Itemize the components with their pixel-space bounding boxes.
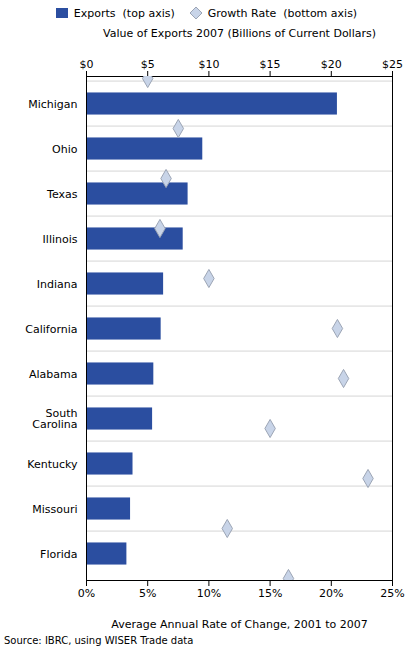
- svg-text:Kentucky: Kentucky: [27, 458, 78, 471]
- html-text:Source: IBRC, using WISER Trad: Source: IBRC, using WISER Trade data: [4, 635, 194, 646]
- svg-text:Ohio: Ohio: [52, 143, 78, 156]
- svg-text:Missouri: Missouri: [32, 503, 77, 516]
- svg-text:$25: $25: [382, 58, 403, 71]
- svg-text:Average Annual Rate of Change,: Average Annual Rate of Change, 2001 to 2…: [111, 618, 367, 631]
- svg-text:Florida: Florida: [40, 548, 77, 561]
- svg-text:Value of Exports 2007 (Billion: Value of Exports 2007 (Billions of Curre…: [103, 27, 376, 40]
- svg-text:15%: 15%: [258, 587, 282, 600]
- svg-text:$0: $0: [80, 58, 94, 71]
- svg-text:California: California: [25, 323, 77, 336]
- svg-text:$10: $10: [198, 58, 219, 71]
- svg-text:10%: 10%: [197, 587, 221, 600]
- html-text:Exports (top axis): Exports (top axis): [73, 6, 175, 20]
- svg-text:$15: $15: [260, 58, 281, 71]
- svg-text:$5: $5: [141, 58, 155, 71]
- svg-text:Alabama: Alabama: [29, 368, 78, 381]
- svg-text:25%: 25%: [380, 587, 404, 600]
- svg-text:5%: 5%: [139, 587, 156, 600]
- svg-text:Indiana: Indiana: [37, 278, 78, 291]
- svg-text:20%: 20%: [319, 587, 343, 600]
- svg-text:Texas: Texas: [46, 188, 78, 201]
- svg-text:Illinois: Illinois: [43, 233, 78, 246]
- svg-text:$20: $20: [321, 58, 342, 71]
- svg-text:0%: 0%: [78, 587, 95, 600]
- svg-text:SouthCarolina: SouthCarolina: [32, 407, 77, 431]
- html-text:Growth Rate (bottom axis): Growth Rate (bottom axis): [207, 6, 358, 20]
- svg-text:Michigan: Michigan: [28, 98, 77, 111]
